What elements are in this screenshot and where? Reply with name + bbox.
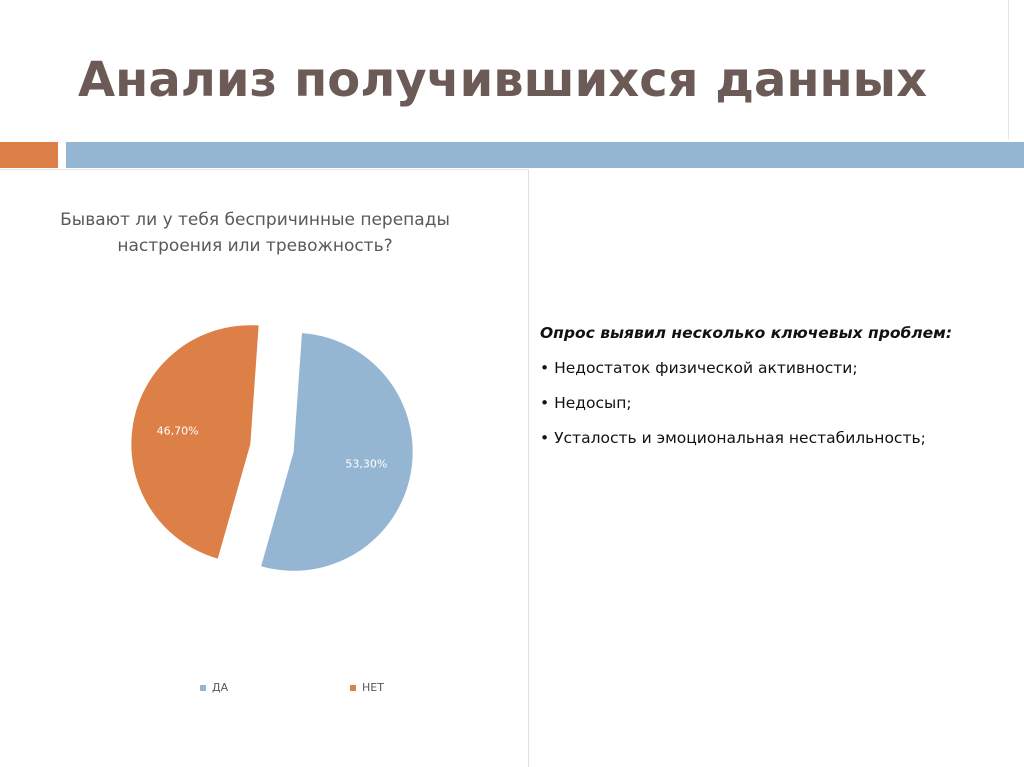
pie-slice-net [131, 325, 259, 559]
finding-item-2: • Недосып; [540, 394, 632, 412]
pie-slice-da [261, 333, 413, 571]
legend-item-da: ДА [200, 681, 228, 694]
legend-label-net: НЕТ [362, 681, 384, 694]
header-bar [66, 142, 1024, 168]
legend-swatch-net [350, 685, 356, 691]
findings-heading: Опрос выявил несколько ключевых проблем: [540, 324, 953, 342]
legend-swatch-da [200, 685, 206, 691]
legend-item-net: НЕТ [350, 681, 384, 694]
pie-chart: 53,30% 46,70% [131, 325, 413, 571]
pie-label-da: 53,30% [345, 458, 387, 471]
chart-frame: Бывают ли у тебя беспричинные перепады н… [0, 169, 529, 767]
accent-bar [0, 142, 58, 168]
finding-item-3: • Усталость и эмоциональная нестабильнос… [540, 429, 926, 447]
header-divider [1008, 0, 1009, 140]
chart-legend: ДА НЕТ [200, 681, 420, 697]
slide-title: Анализ получившихся данных [78, 52, 928, 108]
legend-label-da: ДА [212, 681, 229, 694]
findings-panel: Опрос выявил несколько ключевых проблем:… [540, 322, 1010, 462]
pie-label-net: 46,70% [157, 424, 199, 437]
finding-item-1: • Недостаток физической активности; [540, 359, 858, 377]
chart-title: Бывают ли у тебя беспричинные перепады н… [60, 210, 450, 256]
